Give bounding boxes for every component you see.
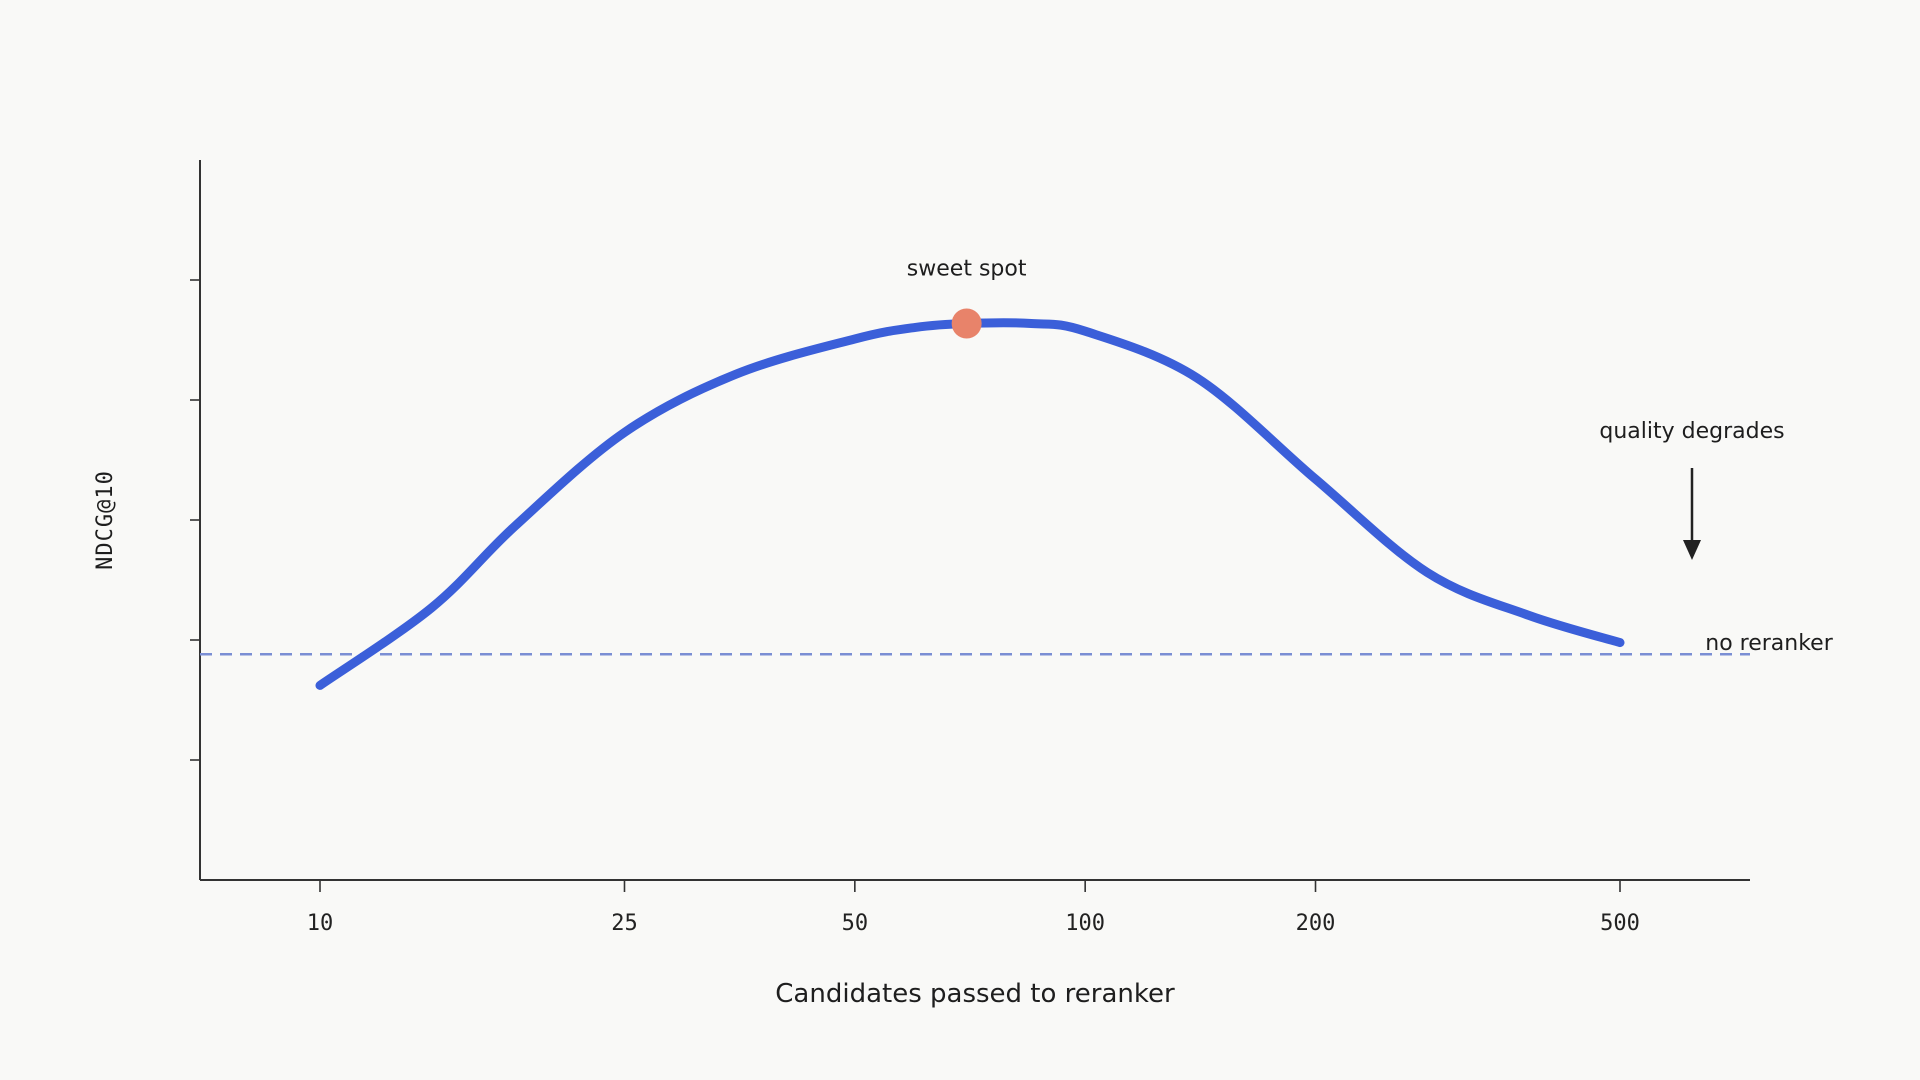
x-tick-label: 50 [842, 911, 869, 936]
y-axis-title: NDCG@10 [93, 470, 118, 570]
x-axis-ticks: 10 25 50 100 200 500 [307, 880, 1640, 936]
x-tick-label: 100 [1065, 911, 1105, 936]
x-axis-title: Candidates passed to reranker [775, 979, 1175, 1009]
down-arrow-icon [1683, 468, 1701, 560]
x-tick-label: 25 [611, 911, 638, 936]
sweet-spot-marker [951, 308, 982, 339]
x-tick-label: 10 [307, 911, 334, 936]
no-reranker-label: no reranker [1705, 631, 1833, 656]
sweet-spot-label: sweet spot [907, 256, 1027, 281]
x-tick-label: 500 [1600, 911, 1640, 936]
x-tick-label: 200 [1296, 911, 1336, 936]
quality-degrades-label: quality degrades [1599, 419, 1784, 444]
ndcg-curve-line [315, 318, 1625, 690]
y-axis-ticks [190, 279, 200, 761]
